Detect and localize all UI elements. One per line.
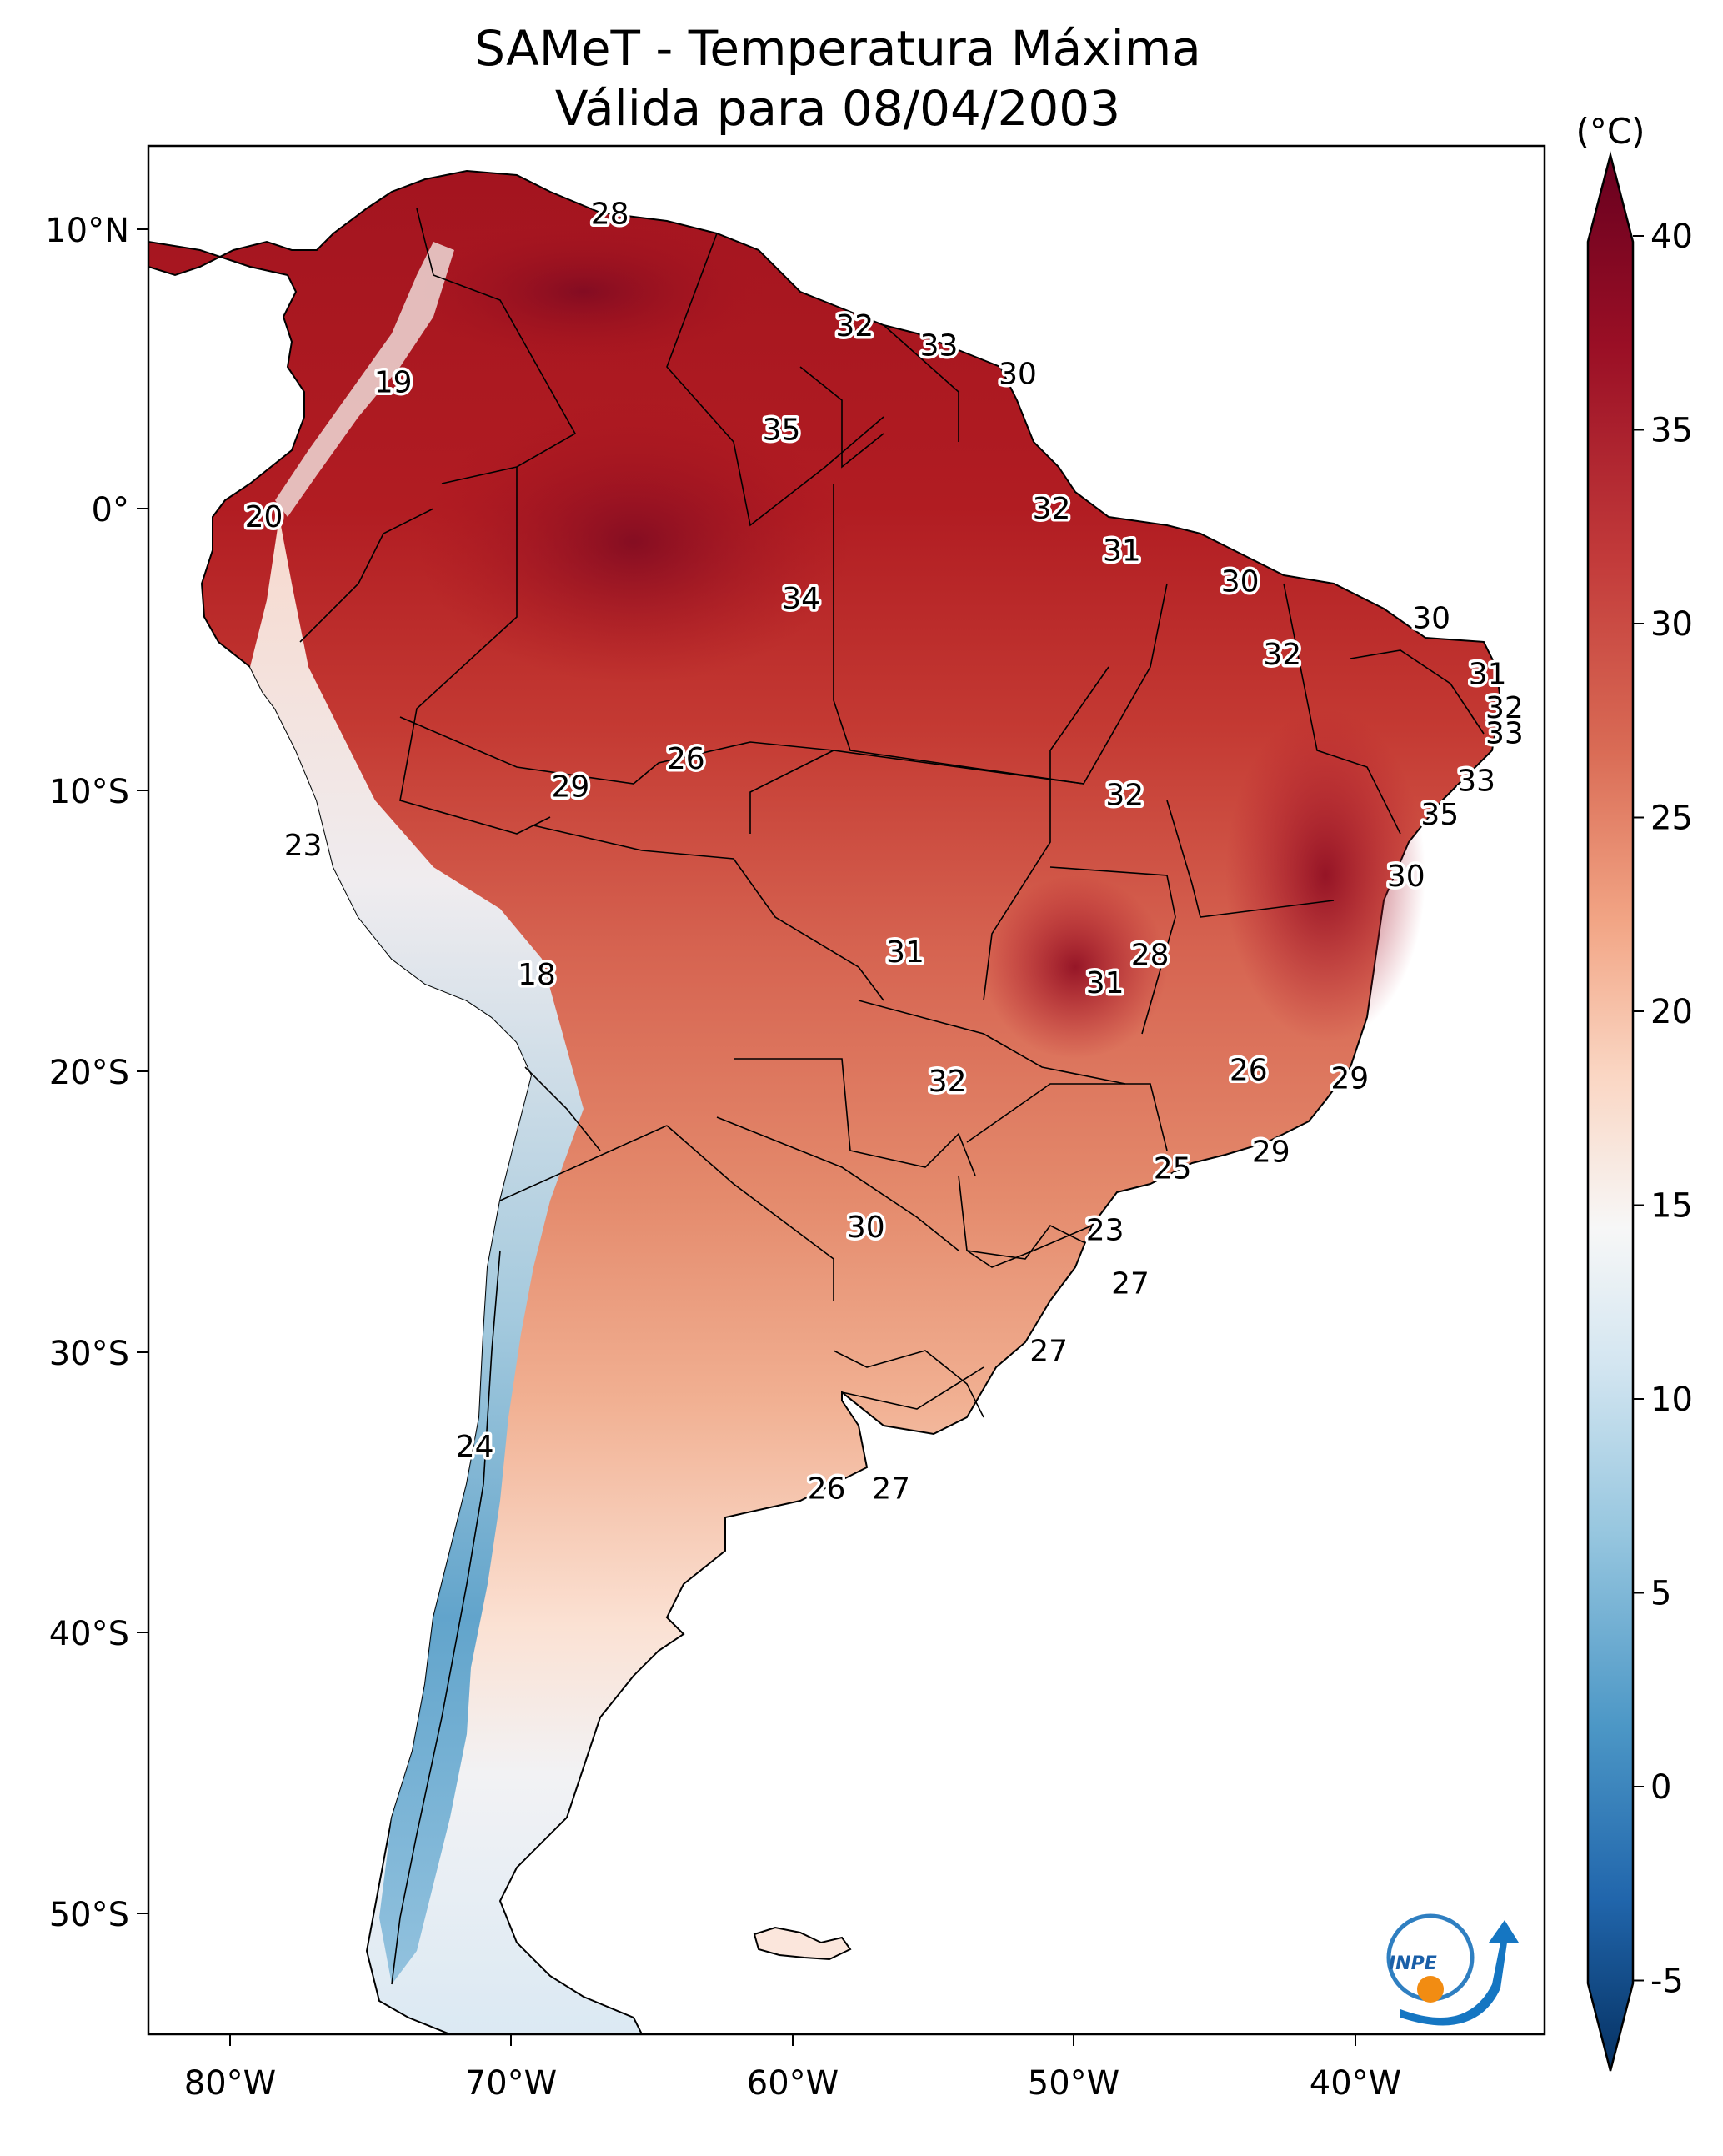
colorbar-tick-label: 40: [1650, 218, 1693, 256]
contour-label: 27: [1029, 1334, 1068, 1368]
colorbar-tick-label: 25: [1650, 800, 1693, 838]
contour-label: 33: [1485, 716, 1524, 750]
colorbar-unit: (°C): [1575, 111, 1645, 152]
inpe-logo-orange-dot: [1417, 1976, 1444, 2003]
contour-label: 24: [456, 1430, 494, 1464]
contour-label: 32: [929, 1065, 967, 1099]
title-line-1: SAMeT - Temperatura Máxima: [474, 20, 1201, 77]
contour-label: 32: [835, 309, 874, 343]
colorbar-ticks: 40 35 30 25 20 15 10 5 0 -5: [1633, 218, 1693, 2001]
colorbar-tick-label: 30: [1650, 605, 1693, 644]
contour-label: 27: [1111, 1267, 1150, 1301]
map-area: [148, 146, 1545, 2034]
colorbar: (°C) 40 35 30 25 20 15 10 5 0 -5: [1575, 111, 1693, 2072]
contour-label: 34: [782, 582, 820, 616]
contour-label: 30: [1221, 565, 1260, 599]
lon-tick-label: 70°W: [465, 2064, 557, 2103]
contour-label: 31: [1103, 534, 1141, 569]
contour-label: 35: [1420, 798, 1459, 832]
contour-label: 32: [1485, 691, 1524, 725]
inpe-logo-text: INPE: [1389, 1953, 1437, 1974]
andes-cold-strip: [250, 517, 584, 1984]
latitude-axis: 10°N 0° 10°S 20°S 30°S 40°S 50°S: [45, 212, 148, 1934]
contour-label: 26: [808, 1472, 846, 1506]
colorbar-tick-label: 15: [1650, 1187, 1693, 1226]
hot-core-amazon: [417, 400, 850, 684]
contour-label: 18: [518, 958, 556, 992]
contour-label: 32: [1105, 779, 1144, 813]
contour-label: 25: [1154, 1152, 1192, 1186]
andes-north-cold: [275, 242, 454, 517]
contour-label: 30: [847, 1211, 885, 1245]
contour-label: 31: [1469, 658, 1507, 692]
lat-tick-label: 0°: [92, 491, 129, 529]
lon-tick-label: 60°W: [747, 2064, 839, 2103]
hot-core-venezuela: [400, 217, 767, 367]
falkland-islands: [753, 1926, 852, 1961]
contour-label: 29: [1330, 1062, 1369, 1096]
contour-label: 35: [763, 414, 801, 448]
longitude-axis: 80°W 70°W 60°W 50°W 40°W: [184, 2034, 1401, 2103]
hot-core-northeast: [1225, 709, 1425, 1042]
contour-label: 30: [999, 357, 1037, 391]
contour-label: 30: [1412, 601, 1450, 635]
colorbar-tick-label: 5: [1650, 1575, 1671, 1613]
colorbar-tick-label: -5: [1650, 1963, 1684, 2001]
lat-tick-label: 10°N: [45, 212, 129, 250]
colorbar-body: [1586, 151, 1635, 2072]
hot-core-central: [984, 875, 1167, 1059]
contour-label: 31: [886, 935, 924, 970]
contour-label: 28: [1131, 939, 1170, 973]
contour-label: 19: [374, 365, 413, 399]
country-state-borders: [299, 208, 1485, 1985]
contour-label: 23: [1086, 1214, 1124, 1248]
contour-label: 31: [1086, 966, 1124, 1000]
lat-tick-label: 20°S: [49, 1054, 129, 1092]
contour-label: 29: [551, 770, 589, 804]
lon-tick-label: 80°W: [184, 2064, 276, 2103]
contour-label: 20: [245, 500, 283, 534]
map-frame: [147, 144, 1546, 2036]
colorbar-tick-label: 20: [1650, 993, 1693, 1031]
lat-tick-label: 30°S: [49, 1335, 129, 1373]
colorbar-tick-label: 0: [1650, 1768, 1671, 1807]
contour-label: 26: [667, 742, 705, 776]
contour-label: 28: [591, 197, 629, 231]
lat-tick-label: 10°S: [49, 773, 129, 811]
lat-tick-label: 50°S: [49, 1896, 129, 1934]
contour-label: 26: [1230, 1054, 1268, 1088]
inpe-logo: INPE: [1386, 1913, 1519, 2026]
contour-label: 30: [1387, 860, 1425, 894]
contour-label: 27: [872, 1472, 910, 1506]
lat-tick-label: 40°S: [49, 1615, 129, 1653]
contour-label: 32: [1033, 492, 1071, 526]
colorbar-tick-label: 35: [1650, 412, 1693, 450]
contour-label: 33: [920, 329, 959, 364]
lon-tick-label: 50°W: [1028, 2064, 1119, 2103]
contour-label: 29: [1252, 1135, 1290, 1169]
title-line-2: Válida para 08/04/2003: [555, 80, 1120, 137]
contour-label: 32: [1263, 638, 1301, 672]
lon-tick-label: 40°W: [1310, 2064, 1401, 2103]
contour-label: 33: [1457, 765, 1495, 799]
colorbar-tick-label: 10: [1650, 1381, 1693, 1419]
contour-label: 23: [284, 829, 323, 863]
